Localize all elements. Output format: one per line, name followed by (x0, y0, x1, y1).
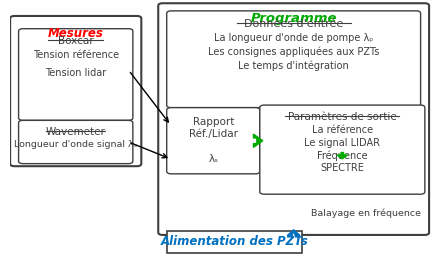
Text: Fréquence: Fréquence (317, 151, 368, 161)
Text: Rapport: Rapport (193, 116, 234, 126)
Text: Le temps d'intégration: Le temps d'intégration (238, 60, 349, 71)
Text: Mesures: Mesures (48, 27, 104, 40)
Text: La référence: La référence (312, 125, 373, 135)
Text: Le signal LIDAR: Le signal LIDAR (304, 138, 380, 148)
Text: Paramètres de sortie: Paramètres de sortie (288, 112, 397, 122)
FancyBboxPatch shape (167, 11, 421, 108)
Text: SPECTRE: SPECTRE (320, 163, 364, 173)
FancyArrow shape (287, 230, 300, 236)
Text: Longueur d'onde signal λₛ: Longueur d'onde signal λₛ (14, 140, 137, 149)
Text: Alimentation des PZTs: Alimentation des PZTs (161, 236, 308, 248)
FancyBboxPatch shape (10, 16, 141, 166)
Text: Les consignes appliquées aux PZTs: Les consignes appliquées aux PZTs (208, 47, 379, 57)
Text: Boxcar: Boxcar (58, 36, 94, 46)
FancyBboxPatch shape (260, 105, 425, 194)
Text: Tension référence: Tension référence (33, 50, 119, 60)
Text: λₛ: λₛ (208, 154, 218, 164)
FancyArrow shape (337, 152, 348, 159)
Text: Programme: Programme (250, 12, 337, 25)
Text: Wavemeter: Wavemeter (46, 127, 105, 137)
Text: Données d'entrée: Données d'entrée (244, 18, 343, 28)
FancyBboxPatch shape (158, 3, 429, 235)
FancyBboxPatch shape (167, 108, 260, 174)
Bar (167, 231, 302, 253)
Text: La longueur d'onde de pompe λₚ: La longueur d'onde de pompe λₚ (214, 33, 373, 42)
Text: Tension lidar: Tension lidar (45, 68, 106, 78)
Text: Réf./Lidar: Réf./Lidar (189, 129, 238, 139)
FancyArrow shape (253, 134, 263, 147)
FancyBboxPatch shape (19, 120, 133, 164)
FancyBboxPatch shape (19, 29, 133, 120)
Text: Balayage en fréquence: Balayage en fréquence (311, 209, 421, 218)
